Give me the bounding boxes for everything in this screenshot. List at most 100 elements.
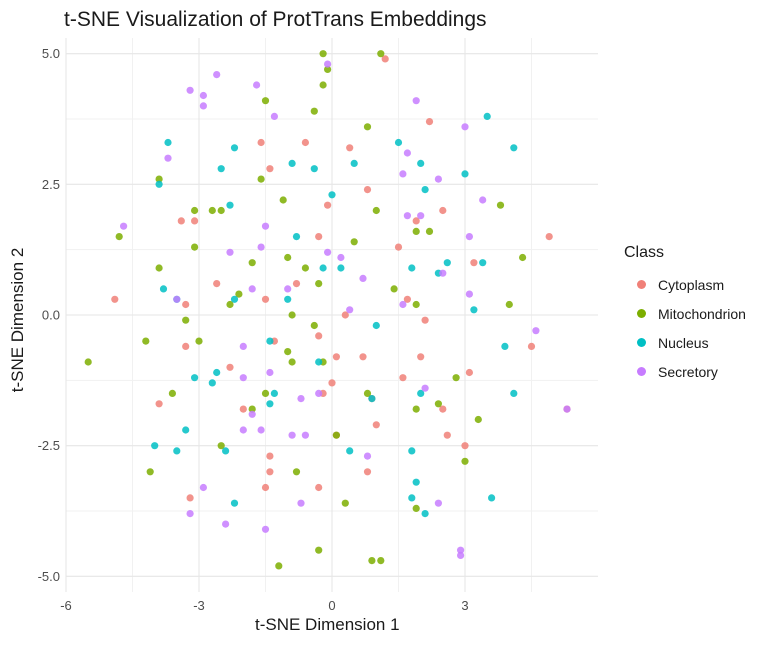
point-nucleus <box>159 285 168 293</box>
legend-label-mitochondrion: Mitochondrion <box>658 305 746 322</box>
point-secretory <box>173 295 181 303</box>
point-mitochondrion <box>319 81 327 89</box>
point-nucleus <box>408 447 416 455</box>
point-mitochondrion <box>235 290 243 298</box>
point-cytoplasm <box>465 368 473 377</box>
point-nucleus <box>151 442 159 450</box>
point-secretory <box>222 520 230 528</box>
point-nucleus <box>213 368 221 377</box>
point-nucleus <box>421 509 429 518</box>
point-cytoplasm <box>182 300 190 309</box>
point-mitochondrion <box>412 300 420 309</box>
point-secretory <box>239 374 247 382</box>
legend-label-cytoplasm: Cytoplasm <box>658 276 725 293</box>
point-cytoplasm <box>292 280 301 288</box>
point-secretory <box>461 123 469 131</box>
point-cytoplasm <box>177 217 185 225</box>
point-mitochondrion <box>261 389 270 397</box>
legend-dot-mitochondrion <box>636 309 646 318</box>
point-nucleus <box>266 400 274 408</box>
point-mitochondrion <box>461 457 469 465</box>
legend-dot-cytoplasm <box>636 280 646 289</box>
point-secretory <box>248 285 256 293</box>
point-cytoplasm <box>412 217 420 225</box>
point-secretory <box>261 222 270 230</box>
x-axis-ticks: -6 -3 0 3 <box>60 598 468 613</box>
point-mitochondrion <box>217 442 225 450</box>
point-mitochondrion <box>412 227 420 235</box>
x-tick-label: 0 <box>328 598 335 613</box>
point-nucleus <box>230 295 239 303</box>
point-secretory <box>257 243 265 251</box>
point-nucleus <box>226 201 234 209</box>
point-cytoplasm <box>328 379 336 387</box>
point-nucleus <box>284 295 292 303</box>
point-mitochondrion <box>168 389 176 397</box>
point-mitochondrion <box>261 97 270 105</box>
point-mitochondrion <box>315 280 323 288</box>
point-mitochondrion <box>115 233 123 241</box>
y-tick-label: 0.0 <box>42 308 60 323</box>
point-mitochondrion <box>474 415 482 424</box>
point-secretory <box>479 196 487 204</box>
point-cytoplasm <box>301 138 309 147</box>
point-secretory <box>346 306 354 314</box>
point-mitochondrion <box>208 206 216 215</box>
point-nucleus <box>488 494 496 502</box>
point-secretory <box>532 327 540 335</box>
point-nucleus <box>328 191 336 199</box>
point-secretory <box>563 405 571 413</box>
legend-label-nucleus: Nucleus <box>658 334 709 351</box>
point-secretory <box>417 212 425 220</box>
point-nucleus <box>510 389 518 397</box>
point-cytoplasm <box>239 405 247 413</box>
point-cytoplasm <box>266 468 274 476</box>
point-secretory <box>457 551 465 560</box>
point-mitochondrion <box>434 400 442 408</box>
point-nucleus <box>266 337 274 345</box>
point-mitochondrion <box>191 243 199 251</box>
point-nucleus <box>408 264 416 272</box>
point-cytoplasm <box>155 400 163 408</box>
point-secretory <box>399 300 407 309</box>
y-tick-label: 2.5 <box>42 177 60 192</box>
point-secretory <box>257 426 265 434</box>
point-secretory <box>266 368 274 377</box>
point-mitochondrion <box>146 468 154 476</box>
point-nucleus <box>155 180 163 188</box>
point-mitochondrion <box>519 253 527 262</box>
plot-points <box>84 50 571 570</box>
point-cytoplasm <box>359 353 367 361</box>
x-tick-label: -6 <box>60 598 72 613</box>
point-mitochondrion <box>182 316 190 324</box>
point-secretory <box>359 274 367 282</box>
point-secretory <box>403 149 411 157</box>
point-cytoplasm <box>315 233 323 241</box>
point-secretory <box>465 290 473 298</box>
point-cytoplasm <box>425 118 434 126</box>
point-secretory <box>199 91 207 100</box>
point-nucleus <box>417 159 425 167</box>
point-cytoplasm <box>315 483 323 492</box>
point-cytoplasm <box>266 452 274 460</box>
point-mitochondrion <box>217 206 225 215</box>
point-secretory <box>315 389 323 397</box>
point-mitochondrion <box>288 311 296 319</box>
point-mitochondrion <box>372 206 380 215</box>
point-nucleus <box>315 358 323 366</box>
point-secretory <box>434 175 442 183</box>
chart-title: t-SNE Visualization of ProtTrans Embeddi… <box>64 8 487 31</box>
point-mitochondrion <box>315 546 323 554</box>
y-tick-label: -5.0 <box>38 569 60 584</box>
point-secretory <box>199 102 207 110</box>
point-mitochondrion <box>363 389 372 397</box>
point-cytoplasm <box>372 421 380 429</box>
point-nucleus <box>230 144 239 152</box>
point-nucleus <box>470 306 478 314</box>
legend-label-secretory: Secretory <box>658 363 718 380</box>
y-tick-label: -2.5 <box>38 438 60 453</box>
point-secretory <box>297 395 305 403</box>
point-cytoplasm <box>394 243 403 251</box>
legend-dot-secretory <box>636 367 646 376</box>
point-mitochondrion <box>226 300 234 309</box>
